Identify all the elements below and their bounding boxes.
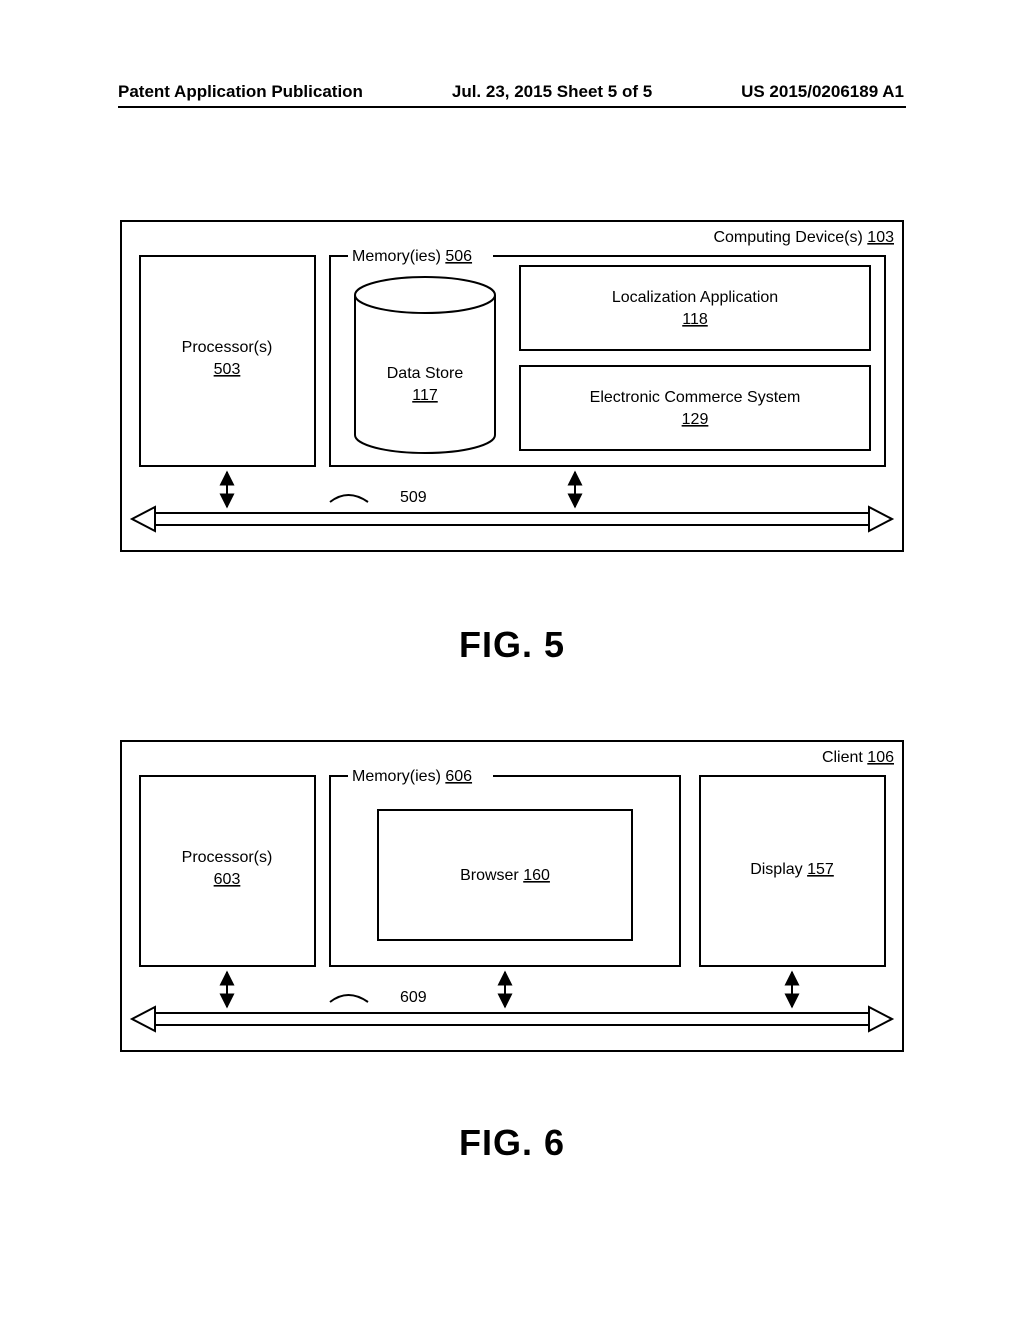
header-right: US 2015/0206189 A1 (741, 82, 904, 102)
memory-label-6: Memory(ies) 606 (352, 768, 472, 785)
computing-device-label: Computing Device(s) 103 (713, 229, 894, 246)
fig5-caption: FIG. 5 (0, 624, 1024, 666)
outer-box-6 (121, 741, 903, 1051)
bus-ref-6: 609 (400, 989, 427, 1006)
page-header: Patent Application Publication Jul. 23, … (0, 82, 1024, 102)
display-label: Display 157 (750, 861, 834, 878)
app2-ref: 129 (682, 411, 709, 428)
datastore-label: Data Store (387, 365, 464, 382)
processor-label-6: Processor(s) (182, 849, 273, 866)
client-label: Client 106 (822, 749, 894, 766)
page: Patent Application Publication Jul. 23, … (0, 0, 1024, 1320)
memory-label: Memory(ies) 506 (352, 248, 472, 265)
bus-ref-5: 509 (400, 489, 427, 506)
outer-box (121, 221, 903, 551)
app2-box (520, 366, 870, 450)
bus-6 (132, 1007, 892, 1031)
browser-label: Browser 160 (460, 867, 550, 884)
header-center: Jul. 23, 2015 Sheet 5 of 5 (452, 82, 652, 102)
datastore-cylinder: Data Store 117 (355, 277, 495, 453)
processor-ref: 503 (214, 361, 241, 378)
header-rule (118, 106, 906, 108)
bus-5 (132, 507, 892, 531)
app1-ref: 118 (682, 311, 708, 328)
figure-5-diagram: Computing Device(s) 103 Processor(s) 503… (120, 220, 904, 580)
processor-ref-6: 603 (214, 871, 241, 888)
app1-box (520, 266, 870, 350)
processor-label: Processor(s) (182, 339, 273, 356)
app2-label: Electronic Commerce System (590, 389, 801, 406)
bus-callout-5 (330, 495, 368, 502)
app1-label: Localization Application (612, 289, 778, 306)
fig6-caption: FIG. 6 (0, 1122, 1024, 1164)
figure-6-diagram: Client 106 Processor(s) 603 Memory(ies) … (120, 740, 904, 1080)
datastore-ref: 117 (412, 387, 438, 404)
header-left: Patent Application Publication (118, 82, 363, 102)
bus-callout-6 (330, 995, 368, 1002)
